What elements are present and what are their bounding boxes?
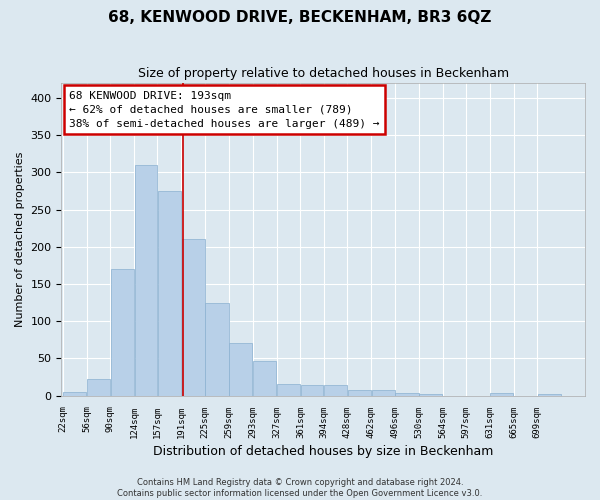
X-axis label: Distribution of detached houses by size in Beckenham: Distribution of detached houses by size … xyxy=(153,444,493,458)
Bar xyxy=(324,385,347,396)
Bar xyxy=(490,394,513,396)
Bar xyxy=(301,385,323,396)
Bar xyxy=(538,394,561,396)
Bar xyxy=(134,165,157,396)
Bar xyxy=(229,344,253,396)
Bar xyxy=(111,269,134,396)
Bar xyxy=(395,394,419,396)
Bar xyxy=(277,384,300,396)
Bar xyxy=(371,390,395,396)
Bar xyxy=(87,379,110,396)
Title: Size of property relative to detached houses in Beckenham: Size of property relative to detached ho… xyxy=(137,68,509,80)
Bar xyxy=(419,394,442,396)
Y-axis label: Number of detached properties: Number of detached properties xyxy=(15,152,25,327)
Text: 68 KENWOOD DRIVE: 193sqm
← 62% of detached houses are smaller (789)
38% of semi-: 68 KENWOOD DRIVE: 193sqm ← 62% of detach… xyxy=(69,91,380,129)
Bar xyxy=(63,392,86,396)
Text: Contains HM Land Registry data © Crown copyright and database right 2024.
Contai: Contains HM Land Registry data © Crown c… xyxy=(118,478,482,498)
Text: 68, KENWOOD DRIVE, BECKENHAM, BR3 6QZ: 68, KENWOOD DRIVE, BECKENHAM, BR3 6QZ xyxy=(109,10,491,25)
Bar xyxy=(182,240,205,396)
Bar xyxy=(253,360,276,396)
Bar xyxy=(205,302,229,396)
Bar xyxy=(348,390,371,396)
Bar xyxy=(158,191,181,396)
